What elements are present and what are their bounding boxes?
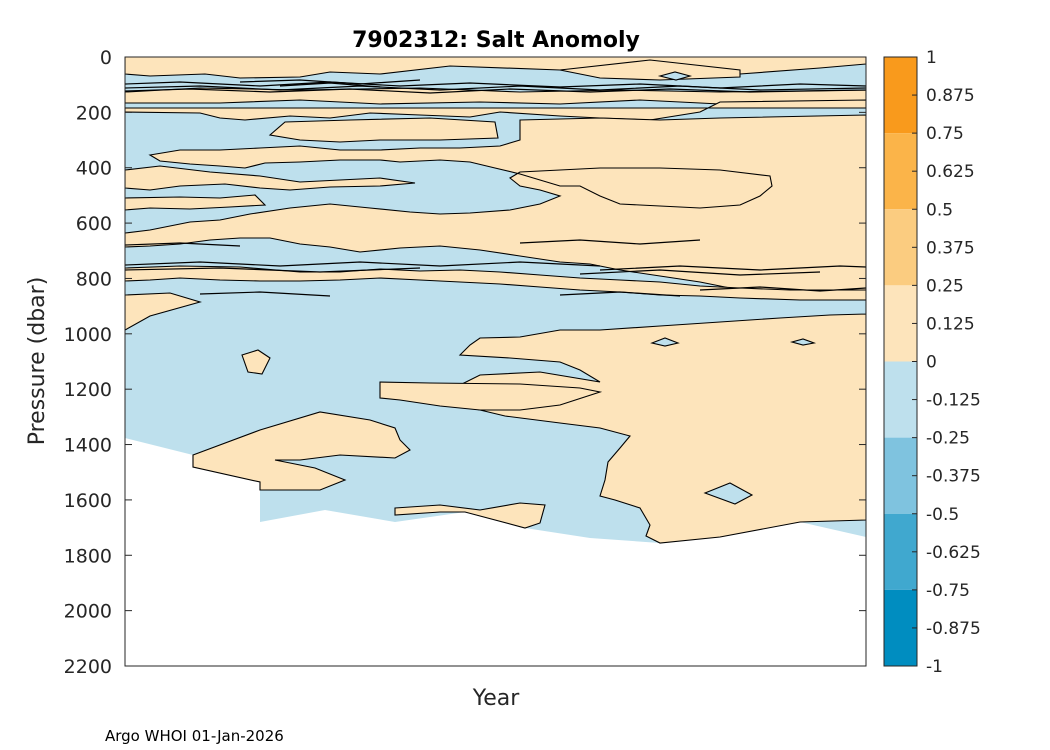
y-tick-label: 2200 [64, 656, 112, 678]
colorbar-tick-label: 0.125 [926, 314, 975, 334]
y-tick-label: 1400 [64, 435, 112, 457]
y-tick-label: 2000 [64, 601, 112, 623]
colorbar: 1 0.875 0.75 0.625 0.5 0.375 0.25 0.125 0 -0.125 -… [883, 48, 981, 677]
positive-anomaly-regions [125, 57, 866, 544]
colorbar-tick-label: -0.5 [926, 505, 959, 525]
colorbar-tick-label: 0.5 [926, 200, 953, 220]
contour-islands [241, 71, 817, 505]
y-tick-label: 1600 [64, 490, 112, 512]
y-tick-label: 1200 [64, 379, 112, 401]
y-tick-label: 400 [76, 158, 112, 180]
y-axis-label: Pressure (dbar) [25, 277, 50, 446]
plot-frame [124, 56, 867, 667]
y-tick-label: 600 [76, 213, 112, 235]
colorbar-band [884, 589, 917, 666]
colorbar-tick-label: -0.75 [926, 581, 970, 601]
colorbar-tick-label: -1 [926, 657, 943, 677]
x-axis-label: Year [472, 686, 521, 711]
plot-area [125, 57, 866, 666]
colorbar-band [884, 513, 917, 590]
colorbar-tick-label: 0.75 [926, 124, 964, 144]
colorbar-tick-label: 1 [926, 48, 937, 68]
y-tick-label: 800 [76, 268, 112, 290]
chart-title: 7902312: Salt Anomoly [352, 28, 640, 53]
colorbar-tick-label: -0.625 [926, 543, 981, 563]
contour-lines [125, 79, 866, 297]
footer-credit: Argo WHOI 01-Jan-2026 [105, 727, 284, 745]
y-tick-label: 1800 [64, 545, 112, 567]
colorbar-tick-label: -0.25 [926, 429, 970, 449]
y-tick-label: 0 [100, 47, 112, 69]
colorbar-tick-label: -0.125 [926, 391, 981, 411]
colorbar-band [884, 437, 917, 514]
y-tick-label: 200 [76, 102, 112, 124]
colorbar-tick-label: 0.25 [926, 276, 964, 296]
colorbar-band [884, 133, 917, 210]
colorbar-tick-label: 0 [926, 353, 937, 373]
colorbar-band [884, 57, 917, 134]
colorbar-tick-label: -0.875 [926, 619, 981, 639]
colorbar-band [884, 285, 917, 362]
colorbar-tick-label: 0.875 [926, 86, 975, 106]
y-axis-ticks: 0 200 400 600 800 1000 1200 1400 1600 1800 2000 220… [64, 47, 866, 678]
y-tick-label: 1000 [64, 324, 112, 346]
colorbar-band [884, 209, 917, 286]
colorbar-tick-label: 0.375 [926, 238, 975, 258]
colorbar-band [884, 361, 917, 438]
colorbar-tick-label: 0.625 [926, 162, 975, 182]
colorbar-tick-label: -0.375 [926, 467, 981, 487]
